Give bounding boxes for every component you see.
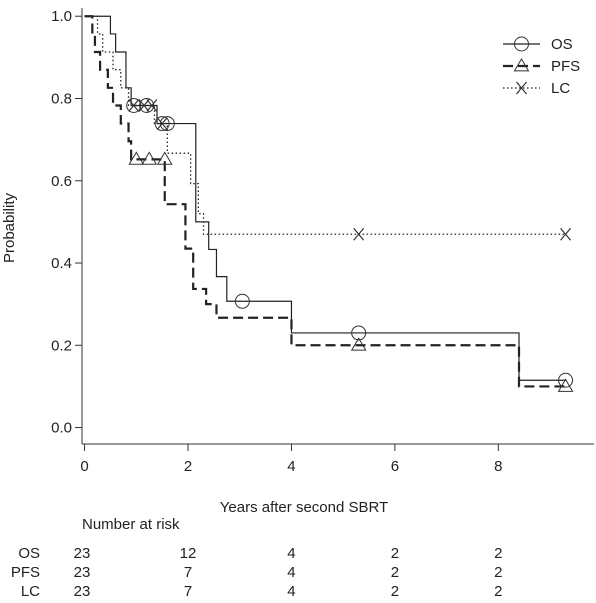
series-pfs: [84, 15, 574, 392]
censor-mark-os: [154, 116, 170, 132]
risk-cell: 2: [494, 583, 503, 600]
censor-mark-lc: [138, 99, 150, 112]
risk-cell: 2: [390, 545, 400, 562]
risk-cell: 2: [390, 564, 400, 581]
y-tick-label: 0.6: [51, 173, 72, 190]
legend: OS PFS LC: [503, 36, 580, 97]
legend-label-os: OS: [551, 36, 573, 53]
risk-row-label: PFS: [10, 564, 40, 581]
risk-cell: 7: [183, 583, 193, 600]
y-tick-label: 0.0: [51, 420, 72, 437]
censor-mark-lc: [560, 227, 572, 241]
risk-cell: 2: [390, 583, 400, 600]
y-tick-label: 1.0: [51, 8, 72, 25]
censor-mark-lc: [353, 227, 365, 241]
legend-marker-lc: [516, 81, 527, 95]
censor-mark-lc: [146, 99, 158, 112]
legend-label-pfs: PFS: [551, 58, 580, 75]
risk-cell: 23: [73, 564, 91, 581]
risk-row-lc: LC 23 7 4 2 2: [0, 583, 596, 601]
x-axis-label: Years after second SBRT: [220, 499, 388, 516]
risk-cell: 23: [73, 583, 91, 600]
number-at-risk-title: Number at risk: [82, 516, 180, 533]
x-tick-label: 2: [184, 458, 192, 475]
x-tick-label: 8: [494, 458, 502, 475]
risk-cell: 4: [287, 583, 296, 600]
series-lc: [84, 15, 572, 241]
censor-mark-pfs: [557, 378, 574, 392]
series-line-os: [84, 15, 566, 381]
risk-row-label: LC: [20, 583, 40, 600]
censor-mark-os: [234, 293, 250, 309]
censor-mark-pfs: [350, 337, 367, 351]
y-tick-label: 0.2: [51, 337, 72, 354]
series-line-pfs: [84, 15, 566, 388]
y-tick-label: 0.8: [51, 90, 72, 107]
censor-mark-lc: [156, 117, 168, 130]
legend-label-lc: LC: [551, 80, 570, 97]
censor-mark-pfs: [128, 151, 145, 165]
series-os: [84, 15, 574, 388]
censor-mark-os: [351, 325, 367, 341]
legend-marker-os: [514, 36, 529, 52]
risk-cell: 4: [287, 564, 296, 581]
risk-row-pfs: PFS 23 7 4 2 2: [0, 564, 596, 582]
y-axis-label: Probability: [1, 192, 18, 263]
risk-cell: 2: [494, 564, 503, 581]
censor-mark-os: [558, 372, 574, 388]
censor-mark-lc: [128, 99, 140, 112]
risk-cell: 2: [494, 545, 503, 562]
axes: 0.0 0.2 0.4 0.6 0.8 1.0 0 2 4 6 8: [51, 8, 594, 475]
series-layer: [84, 15, 574, 392]
risk-cell: 7: [183, 564, 193, 581]
y-tick-label: 0.4: [51, 255, 72, 272]
risk-row-os: OS 23 12 4 2 2: [0, 545, 596, 563]
series-line-lc: [84, 15, 566, 235]
risk-cell: 23: [73, 545, 91, 562]
x-tick-label: 4: [287, 458, 295, 475]
risk-cell: 12: [179, 545, 197, 562]
risk-cell: 4: [287, 545, 296, 562]
x-tick-label: 6: [391, 458, 399, 475]
risk-row-label: OS: [18, 545, 40, 562]
legend-marker-pfs: [513, 58, 530, 72]
censor-mark-pfs: [156, 151, 173, 165]
x-tick-label: 0: [80, 458, 88, 475]
censor-mark-pfs: [141, 151, 158, 165]
